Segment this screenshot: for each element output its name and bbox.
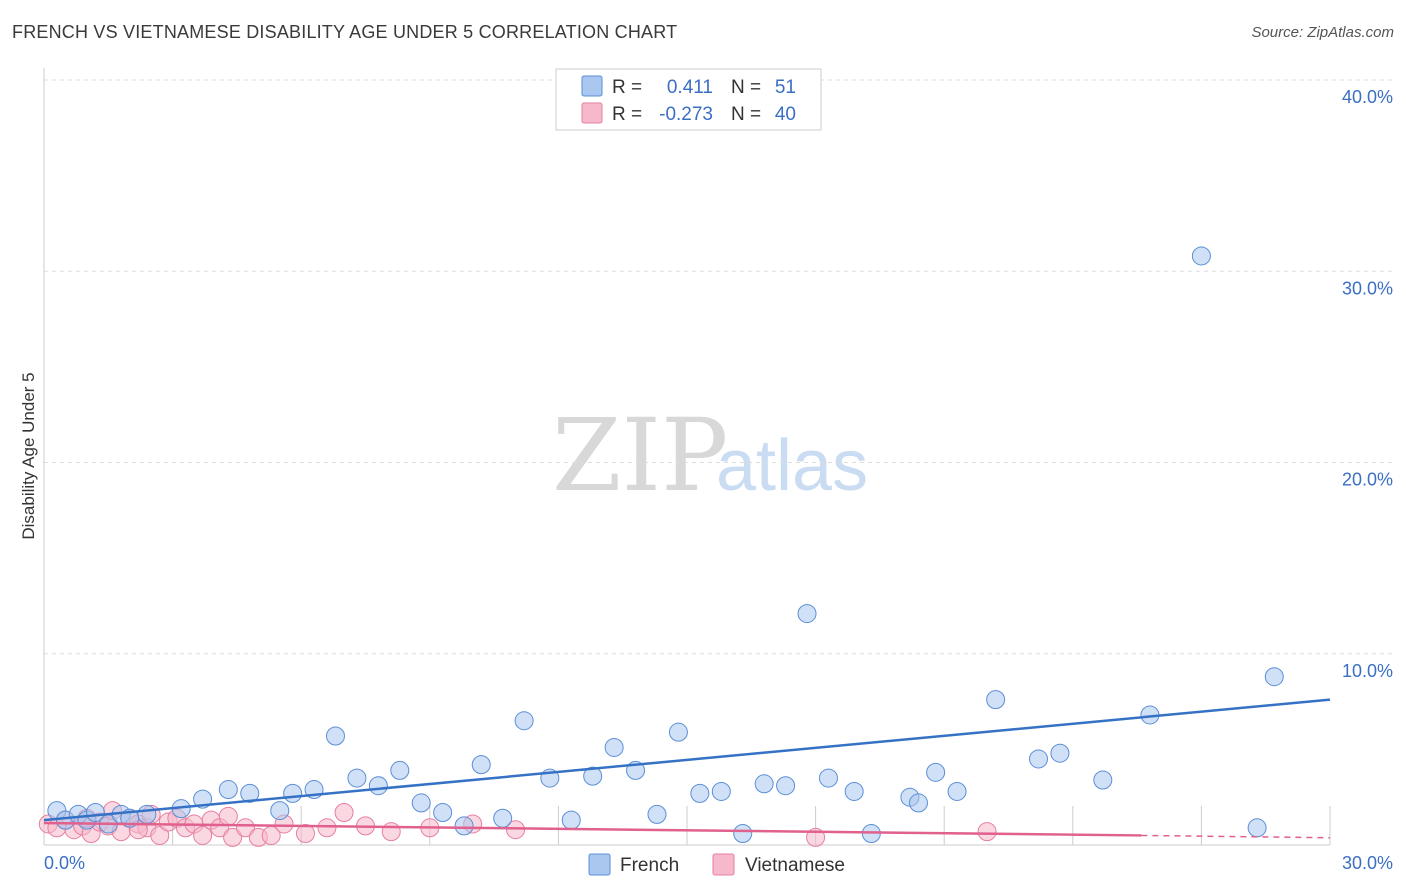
x-ticks — [43, 806, 1331, 845]
french-point — [454, 816, 474, 836]
vietnamese-point — [150, 825, 170, 845]
french-point — [733, 824, 753, 844]
french-point — [844, 781, 864, 801]
series-legend: French Vietnamese — [588, 853, 845, 876]
french-point — [1029, 749, 1049, 769]
vietnamese-point — [295, 824, 315, 844]
french-point — [1264, 667, 1284, 687]
french-point — [647, 804, 667, 824]
legend-vietnamese-label: Vietnamese — [745, 855, 845, 876]
chart-title: FRENCH VS VIETNAMESE DISABILITY AGE UNDE… — [12, 22, 678, 42]
vietnamese-point — [235, 818, 255, 838]
x-tick-label-max: 30.0% — [1342, 853, 1393, 873]
y-tick-label: 40.0% — [1342, 87, 1393, 107]
trend-lines — [43, 698, 1331, 839]
french-point — [433, 802, 453, 822]
french-point — [1191, 246, 1211, 266]
vietnamese-point — [977, 822, 997, 842]
french-legend-swatch — [581, 75, 603, 97]
french-point — [270, 801, 290, 821]
french-point — [411, 793, 431, 813]
vietnamese-legend-swatch — [581, 102, 603, 124]
vietnamese-point — [218, 806, 238, 826]
french-point — [908, 793, 928, 813]
grid-lines — [44, 79, 1393, 655]
vietnamese-point — [223, 827, 243, 847]
watermark-zip: ZIP — [552, 397, 728, 514]
french-points — [47, 246, 1284, 844]
french-n-label: N = — [731, 77, 761, 98]
french-point — [347, 768, 367, 788]
french-point — [193, 789, 213, 809]
french-r-label: R = — [612, 77, 642, 98]
legend-vietnamese-swatch — [712, 853, 735, 876]
vietnamese-n-label: N = — [731, 104, 761, 125]
french-point — [1093, 770, 1113, 790]
french-point — [754, 774, 774, 794]
legend-french-label: French — [620, 855, 679, 876]
french-point — [514, 711, 534, 731]
french-point — [583, 766, 603, 786]
french-point — [471, 755, 491, 775]
french-point — [668, 722, 688, 742]
french-n-value: 51 — [775, 77, 796, 98]
french-point — [776, 776, 796, 796]
french-point — [390, 760, 410, 780]
y-tick-labels: 10.0% 20.0% 30.0% 40.0% — [1342, 87, 1393, 681]
y-tick-label: 30.0% — [1342, 278, 1393, 298]
vietnamese-r-value: -0.273 — [659, 104, 713, 125]
french-point — [690, 783, 710, 803]
french-r-value: 0.411 — [667, 77, 713, 98]
french-point — [493, 808, 513, 828]
french-point — [240, 783, 260, 803]
french-point — [926, 762, 946, 782]
french-trend-line — [43, 698, 1331, 822]
vietnamese-n-value: 40 — [775, 104, 796, 125]
vietnamese-point — [334, 802, 354, 822]
vietnamese-point — [193, 825, 213, 845]
stats-legend: R = 0.411 N = 51 R = -0.273 N = 40 — [555, 68, 822, 131]
french-point — [604, 737, 624, 757]
french-point — [986, 690, 1006, 710]
french-point — [283, 783, 303, 803]
vietnamese-point — [317, 818, 337, 838]
french-point — [1050, 743, 1070, 763]
vietnamese-point — [381, 822, 401, 842]
french-point — [711, 781, 731, 801]
french-point — [325, 726, 345, 746]
vietnamese-trend-line — [43, 821, 1142, 837]
french-point — [368, 776, 388, 796]
french-point — [561, 810, 581, 830]
y-axis-label: Disability Age Under 5 — [19, 372, 38, 539]
y-tick-label: 20.0% — [1342, 470, 1393, 490]
vietnamese-trend-extension — [1141, 834, 1331, 839]
vietnamese-point — [506, 820, 526, 840]
x-tick-label-min: 0.0% — [44, 853, 85, 873]
french-point — [137, 804, 157, 824]
watermark-atlas: atlas — [716, 426, 868, 506]
legend-french-swatch — [588, 853, 611, 876]
french-point — [1247, 818, 1267, 838]
french-point — [947, 781, 967, 801]
french-point — [818, 768, 838, 788]
source-label: Source: ZipAtlas.com — [1251, 24, 1394, 41]
french-point — [797, 604, 817, 624]
french-point — [218, 780, 238, 800]
y-tick-label: 10.0% — [1342, 661, 1393, 681]
vietnamese-r-label: R = — [612, 104, 642, 125]
